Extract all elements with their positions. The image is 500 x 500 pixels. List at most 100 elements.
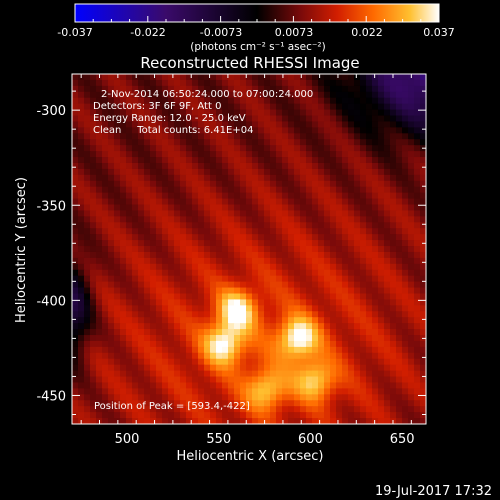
- heatmap-cell: [210, 418, 217, 424]
- heatmap-cell: [396, 269, 403, 277]
- heatmap-cell: [156, 121, 163, 128]
- heatmap-cell: [96, 228, 103, 235]
- heatmap-cell: [126, 376, 133, 384]
- heatmap-cell: [390, 216, 397, 223]
- heatmap-cell: [150, 162, 157, 170]
- heatmap-cell: [90, 85, 97, 93]
- heatmap-cell: [90, 275, 97, 283]
- heatmap-cell: [174, 79, 181, 87]
- heatmap-cell: [252, 305, 259, 312]
- heatmap-cell: [198, 240, 205, 247]
- heatmap-cell: [402, 228, 409, 235]
- heatmap-cell: [210, 216, 217, 223]
- heatmap-cell: [168, 228, 175, 235]
- heatmap-cell: [312, 275, 319, 283]
- heatmap-cell: [84, 388, 91, 395]
- heatmap-cell: [282, 281, 289, 289]
- heatmap-cell: [198, 335, 205, 342]
- heatmap-cell: [174, 85, 181, 93]
- heatmap-cell: [414, 394, 421, 401]
- heatmap-cell: [210, 198, 217, 206]
- heatmap-cell: [168, 311, 175, 318]
- heatmap-cell: [240, 400, 247, 407]
- heatmap-cell: [360, 121, 367, 128]
- heatmap-cell: [378, 287, 385, 295]
- heatmap-cell: [114, 406, 121, 413]
- heatmap-cell: [264, 162, 271, 170]
- heatmap-cell: [342, 91, 349, 99]
- heatmap-cell: [90, 180, 97, 188]
- heatmap-cell: [162, 216, 169, 223]
- heatmap-cell: [96, 246, 103, 253]
- heatmap-cell: [282, 180, 289, 188]
- heatmap-cell: [108, 109, 115, 117]
- heatmap-cell: [240, 352, 247, 360]
- heatmap-cell: [174, 370, 181, 378]
- heatmap-cell: [348, 340, 355, 348]
- heatmap-cell: [120, 103, 127, 111]
- heatmap-cell: [132, 139, 139, 146]
- heatmap-cell: [396, 382, 403, 389]
- heatmap-cell: [150, 275, 157, 283]
- heatmap-cell: [240, 204, 247, 212]
- heatmap-cell: [420, 364, 426, 372]
- heatmap-cell: [264, 115, 271, 123]
- heatmap-cell: [186, 168, 193, 176]
- heatmap-cell: [318, 139, 325, 146]
- heatmap-cell: [300, 293, 307, 301]
- heatmap-cell: [180, 186, 187, 194]
- heatmap-cell: [216, 412, 223, 419]
- heatmap-cell: [378, 400, 385, 407]
- heatmap-cell: [414, 311, 421, 318]
- heatmap-cell: [252, 115, 259, 123]
- heatmap-cell: [396, 400, 403, 407]
- colorbar-tick-label: 0.022: [351, 26, 383, 39]
- heatmap-cell: [384, 388, 391, 395]
- heatmap-cell: [366, 109, 373, 117]
- heatmap-cell: [198, 281, 205, 289]
- heatmap-cell: [324, 269, 331, 277]
- heatmap-cell: [84, 204, 91, 212]
- heatmap-cell: [396, 281, 403, 289]
- heatmap-cell: [204, 293, 211, 301]
- heatmap-cell: [156, 198, 163, 206]
- heatmap-cell: [300, 168, 307, 176]
- heatmap-cell: [108, 168, 115, 176]
- heatmap-cell: [408, 240, 415, 247]
- heatmap-cell: [324, 246, 331, 253]
- heatmap-cell: [276, 210, 283, 217]
- heatmap-cell: [150, 394, 157, 401]
- heatmap-cell: [384, 406, 391, 413]
- heatmap-cell: [180, 204, 187, 212]
- heatmap-cell: [174, 358, 181, 366]
- heatmap-cell: [138, 145, 145, 152]
- heatmap-cell: [180, 287, 187, 295]
- heatmap-cell: [150, 228, 157, 235]
- heatmap-cell: [150, 234, 157, 241]
- heatmap-cell: [372, 246, 379, 253]
- heatmap-cell: [102, 382, 109, 389]
- heatmap-cell: [120, 109, 127, 117]
- heatmap-cell: [414, 370, 421, 378]
- heatmap-cell: [174, 222, 181, 229]
- heatmap-cell: [342, 370, 349, 378]
- heatmap-cell: [156, 127, 163, 134]
- heatmap-cell: [216, 121, 223, 128]
- heatmap-cell: [366, 174, 373, 182]
- heatmap-cell: [174, 263, 181, 271]
- heatmap-cell: [192, 329, 199, 336]
- heatmap-cell: [366, 74, 373, 81]
- heatmap-cell: [366, 329, 373, 336]
- heatmap-cell: [222, 216, 229, 223]
- heatmap-cell: [108, 370, 115, 378]
- heatmap-cell: [138, 311, 145, 318]
- heatmap-cell: [204, 174, 211, 182]
- heatmap-cell: [114, 352, 121, 360]
- heatmap-cell: [294, 168, 301, 176]
- heatmap-cell: [162, 376, 169, 384]
- heatmap-cell: [162, 305, 169, 312]
- heatmap-cell: [234, 174, 241, 182]
- heatmap-cell: [420, 406, 426, 413]
- heatmap-cell: [78, 382, 85, 389]
- heatmap-cell: [138, 109, 145, 117]
